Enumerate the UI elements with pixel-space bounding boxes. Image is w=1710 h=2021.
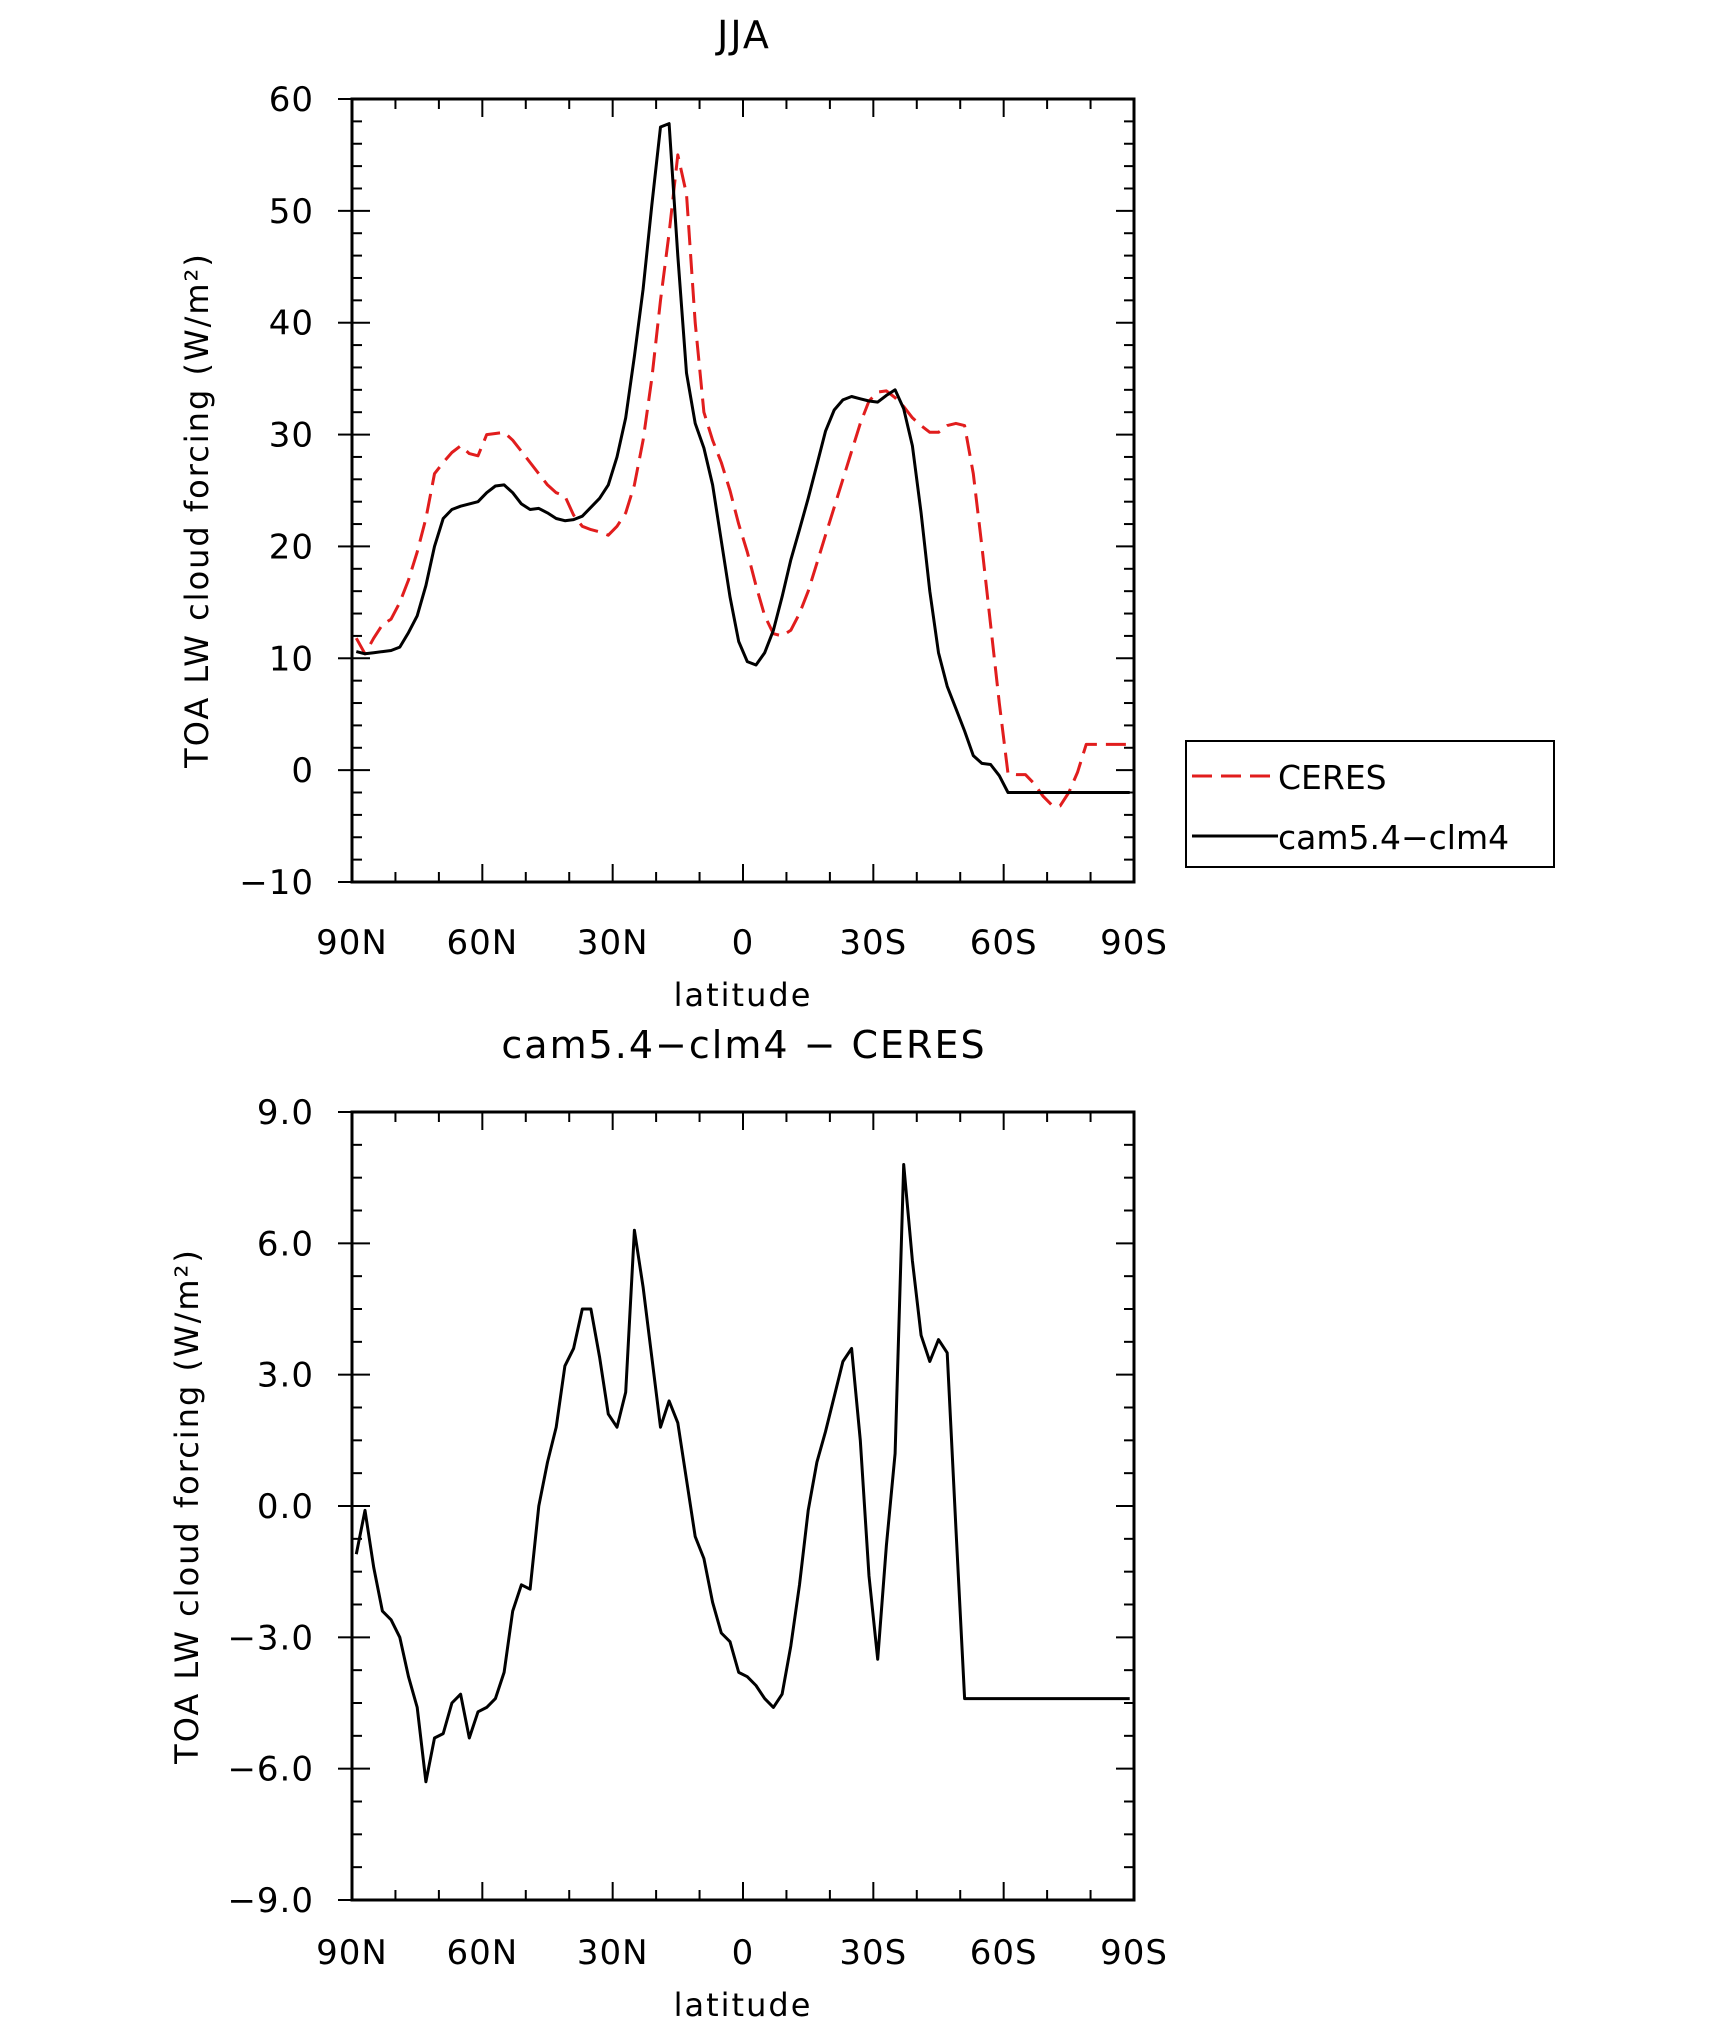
series-line-cam — [355, 122, 1130, 794]
x-tick-label: 90S — [1100, 1933, 1168, 1973]
x-tick-label: 0 — [732, 1933, 755, 1973]
tick-marks — [338, 1111, 1135, 1901]
y-tick-label: 0 — [291, 751, 314, 791]
legend-label-ceres: CERES — [1278, 758, 1387, 797]
x-tick-label: 90N — [316, 923, 388, 963]
y-tick-label: −10 — [239, 863, 314, 903]
y-tick-label: 3.0 — [257, 1356, 314, 1396]
series-line-ceres — [354, 153, 1130, 808]
difference-line — [354, 1163, 1130, 1784]
plot-frame — [350, 97, 1136, 884]
y-tick-label: −6.0 — [227, 1750, 314, 1790]
x-tick-label: 90N — [316, 1933, 388, 1973]
plot-frame — [350, 1110, 1136, 1902]
y-tick-label: 50 — [269, 192, 314, 232]
series-group — [354, 1163, 1130, 1784]
x-axis-label: latitude — [674, 1986, 813, 2021]
y-tick-label: 30 — [269, 416, 314, 456]
x-tick-label: 30N — [577, 1933, 649, 1973]
chart-title: JJA — [715, 13, 771, 57]
y-tick-label: 10 — [269, 639, 314, 679]
panel-bottom: cam5.4−clm4 − CERES 90N 60N 30N 0 30S 60S 90S … — [168, 1023, 1168, 2021]
x-tick-label: 60N — [446, 1933, 518, 1973]
x-tick-label: 60N — [446, 923, 518, 963]
tick-marks — [338, 98, 1135, 883]
x-axis-label: latitude — [674, 976, 813, 1014]
y-tick-labels: −9.0 −6.0 −3.0 0.0 3.0 6.0 9.0 — [227, 1093, 314, 1921]
x-tick-label: 90S — [1100, 923, 1168, 963]
y-tick-label: 20 — [269, 527, 314, 567]
y-tick-label: 6.0 — [257, 1224, 314, 1264]
x-tick-label: 60S — [970, 923, 1038, 963]
x-tick-label: 30S — [839, 923, 907, 963]
y-tick-label: 60 — [269, 80, 314, 120]
y-tick-label: 40 — [269, 304, 314, 344]
x-tick-label: 30S — [839, 1933, 907, 1973]
legend-box — [1185, 740, 1555, 868]
y-tick-label: 0.0 — [257, 1487, 314, 1527]
chart-title: cam5.4−clm4 − CERES — [501, 1023, 986, 1067]
y-tick-label: −3.0 — [227, 1618, 314, 1658]
panel-top: JJA 90N 60N 30N 0 30S 60S 90S −10 0 10 20 30 40 50 60… — [178, 13, 1555, 1014]
y-axis-label: TOA LW cloud forcing (W/m²) — [168, 1248, 206, 1765]
y-tick-label: 9.0 — [257, 1093, 314, 1133]
x-tick-labels: 90N 60N 30N 0 30S 60S 90S — [316, 923, 1168, 963]
series-group — [354, 122, 1130, 808]
legend: CERES cam5.4−clm4 — [1185, 740, 1555, 868]
y-tick-labels: −10 0 10 20 30 40 50 60 — [239, 80, 314, 903]
x-tick-label: 0 — [732, 923, 755, 963]
x-tick-labels: 90N 60N 30N 0 30S 60S 90S — [316, 1933, 1168, 1973]
legend-label-cam: cam5.4−clm4 — [1278, 818, 1509, 857]
x-tick-label: 30N — [577, 923, 649, 963]
y-axis-label: TOA LW cloud forcing (W/m²) — [178, 252, 216, 769]
y-tick-label: −9.0 — [227, 1881, 314, 1921]
x-tick-label: 60S — [970, 1933, 1038, 1973]
